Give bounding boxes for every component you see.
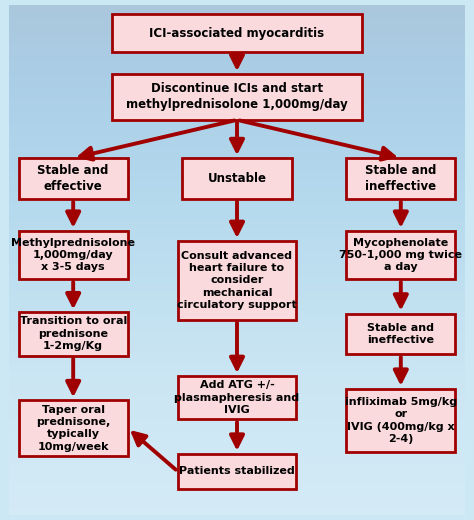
Text: Discontinue ICIs and start
methylprednisolone 1,000mg/day: Discontinue ICIs and start methylprednis… [126, 83, 348, 111]
Text: Stable and
ineffective: Stable and ineffective [365, 164, 437, 193]
FancyBboxPatch shape [18, 400, 128, 456]
FancyBboxPatch shape [346, 388, 456, 452]
Text: Mycophenolate
750-1,000 mg twice
a day: Mycophenolate 750-1,000 mg twice a day [339, 238, 462, 272]
Text: Consult advanced
heart failure to
consider
mechanical
circulatory support: Consult advanced heart failure to consid… [177, 251, 297, 310]
FancyBboxPatch shape [346, 314, 456, 354]
Text: Add ATG +/-
plasmapheresis and
IVIG: Add ATG +/- plasmapheresis and IVIG [174, 380, 300, 415]
Text: Transition to oral
prednisone
1-2mg/Kg: Transition to oral prednisone 1-2mg/Kg [19, 317, 127, 352]
FancyBboxPatch shape [18, 231, 128, 279]
Text: Methylprednisolone
1,000mg/day
x 3-5 days: Methylprednisolone 1,000mg/day x 3-5 day… [11, 238, 135, 272]
Text: Patients stabilized: Patients stabilized [179, 466, 295, 476]
FancyBboxPatch shape [178, 376, 296, 419]
FancyBboxPatch shape [346, 158, 456, 199]
FancyBboxPatch shape [112, 14, 362, 53]
Text: Stable and
ineffective: Stable and ineffective [367, 323, 434, 345]
FancyBboxPatch shape [18, 158, 128, 199]
FancyBboxPatch shape [178, 241, 296, 320]
FancyBboxPatch shape [178, 453, 296, 489]
FancyBboxPatch shape [182, 158, 292, 199]
Text: Unstable: Unstable [208, 172, 266, 185]
Text: Taper oral
prednisone,
typically
10mg/week: Taper oral prednisone, typically 10mg/we… [36, 405, 110, 452]
Text: infliximab 5mg/kg
or
IVIG (400mg/kg x
2-4): infliximab 5mg/kg or IVIG (400mg/kg x 2-… [345, 397, 457, 444]
FancyBboxPatch shape [346, 231, 456, 279]
Text: Stable and
effective: Stable and effective [37, 164, 109, 193]
FancyBboxPatch shape [112, 74, 362, 120]
FancyBboxPatch shape [18, 312, 128, 356]
Text: ICI-associated myocarditis: ICI-associated myocarditis [149, 27, 325, 40]
